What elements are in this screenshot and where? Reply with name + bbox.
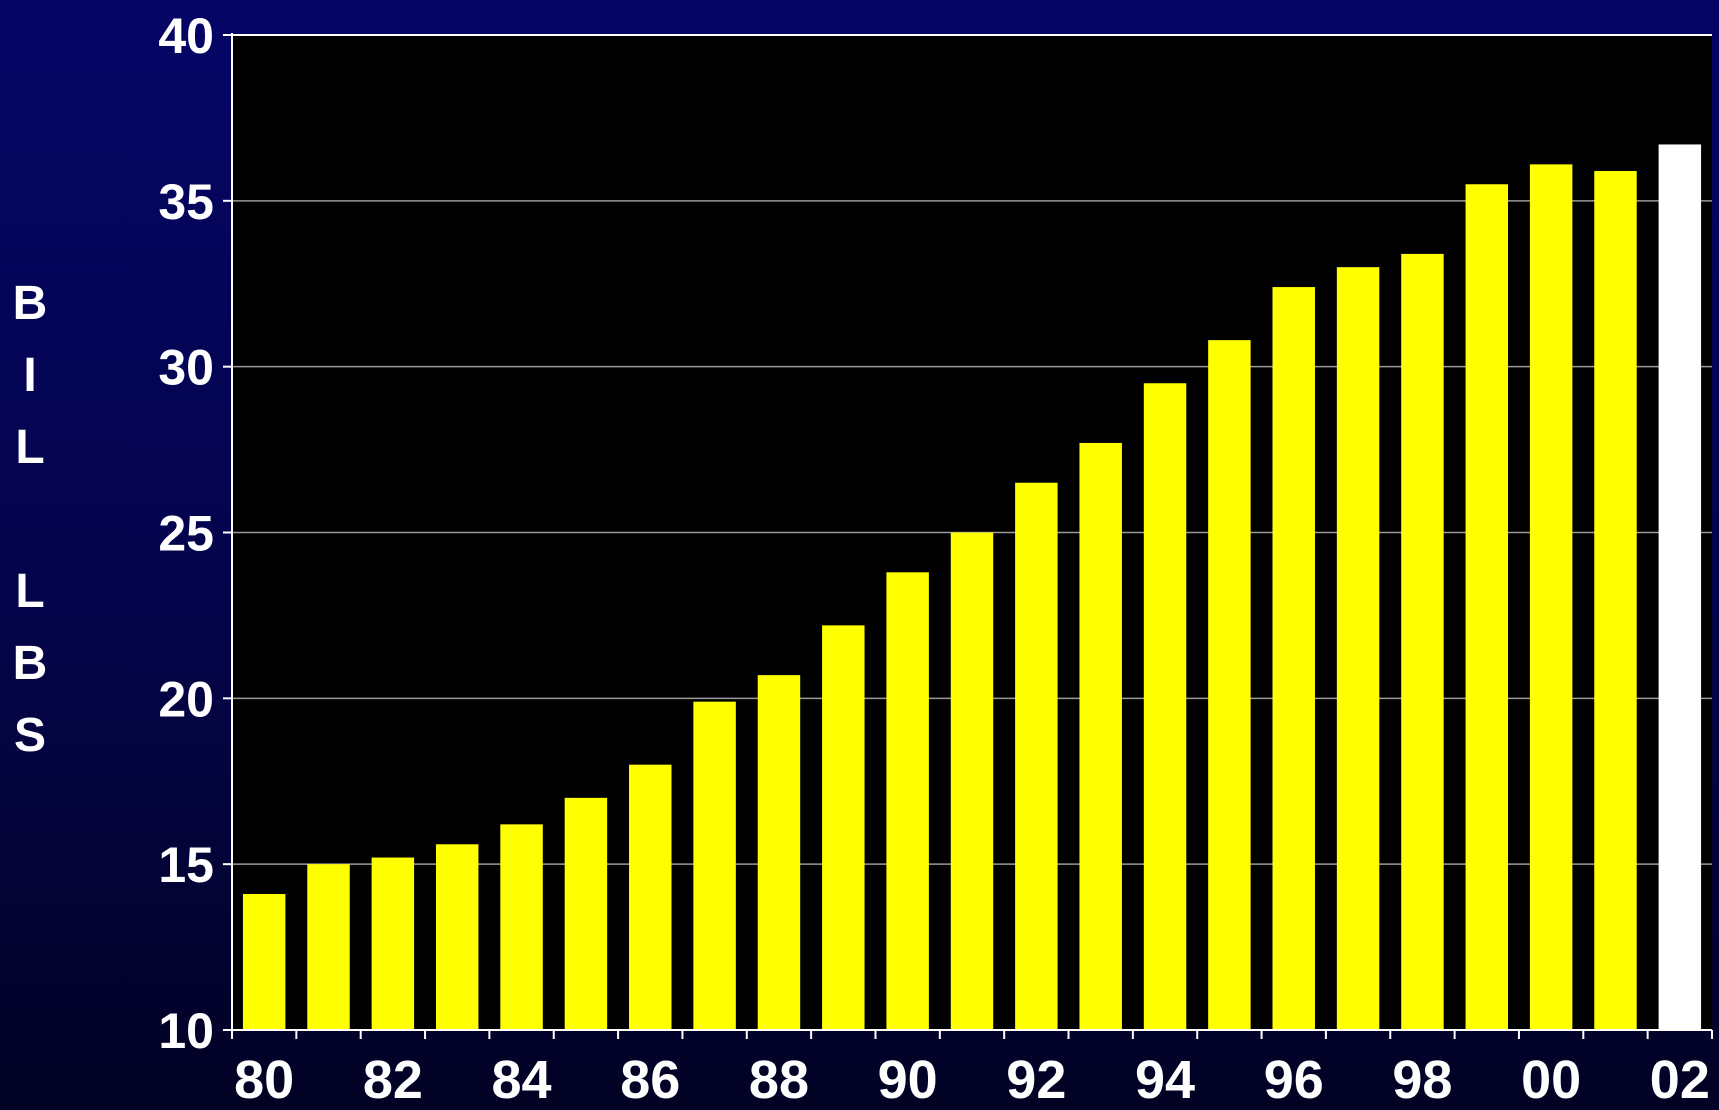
- x-tick-label: 86: [620, 1050, 680, 1110]
- bar-96: [1272, 287, 1315, 1031]
- bar-83: [435, 844, 479, 1030]
- bar-02: [1658, 144, 1702, 1030]
- bar-90: [886, 572, 929, 1030]
- x-tick-label: 90: [878, 1050, 938, 1110]
- y-tick-label: 15: [158, 837, 214, 893]
- y-tick-label: 10: [158, 1003, 214, 1059]
- x-tick-label: 82: [363, 1050, 423, 1110]
- bar-89: [822, 625, 865, 1030]
- bar-86: [629, 764, 672, 1030]
- y-tick-label: 40: [158, 8, 214, 64]
- bar-01: [1594, 170, 1637, 1030]
- bar-88: [757, 675, 801, 1030]
- y-axis-label-letter: B: [12, 277, 48, 330]
- x-tick-label: 02: [1650, 1050, 1710, 1110]
- bar-87: [693, 701, 736, 1030]
- bar-81: [307, 864, 350, 1030]
- y-tick-label: 30: [158, 340, 214, 396]
- bar-97: [1336, 267, 1380, 1031]
- bar-82: [371, 857, 415, 1030]
- y-axis-label-letter: B: [12, 637, 48, 690]
- bars: [242, 144, 1702, 1031]
- y-tick-label: 20: [158, 671, 214, 727]
- y-axis-label: B I L L B S: [8, 280, 52, 784]
- y-tick-label: 25: [158, 506, 214, 562]
- y-axis-label-letter: S: [13, 709, 46, 762]
- bar-00: [1529, 164, 1573, 1031]
- x-tick-label: 98: [1392, 1050, 1452, 1110]
- y-tick-labels: 10 15 20 25 30 35 40: [158, 8, 214, 1059]
- axes: [223, 33, 1713, 1039]
- bar-85: [564, 797, 608, 1030]
- x-tick-label: 92: [1006, 1050, 1066, 1110]
- x-tick-label: 94: [1135, 1050, 1195, 1110]
- x-tick-label: 80: [234, 1050, 294, 1110]
- bar-99: [1465, 184, 1509, 1030]
- y-tick-label: 35: [158, 174, 214, 230]
- bar-98: [1401, 253, 1444, 1030]
- x-tick-label: 00: [1521, 1050, 1581, 1110]
- bar-84: [500, 824, 543, 1030]
- bar-95: [1208, 340, 1251, 1031]
- bar-91: [950, 532, 994, 1030]
- x-tick-labels: 80 82 84 86 88 90 92 94 96 98 00 02: [234, 1050, 1710, 1110]
- x-tick-label: 84: [492, 1050, 552, 1110]
- x-tick-label: 96: [1264, 1050, 1324, 1110]
- x-tick-label: 88: [749, 1050, 809, 1110]
- bar-80: [242, 894, 286, 1030]
- y-axis-label-letter: L: [15, 565, 45, 618]
- y-axis-label-letter: I: [23, 349, 37, 402]
- bar-94: [1143, 383, 1187, 1030]
- y-axis-label-letter: L: [15, 421, 45, 474]
- bar-93: [1079, 442, 1122, 1030]
- bar-92: [1015, 482, 1058, 1030]
